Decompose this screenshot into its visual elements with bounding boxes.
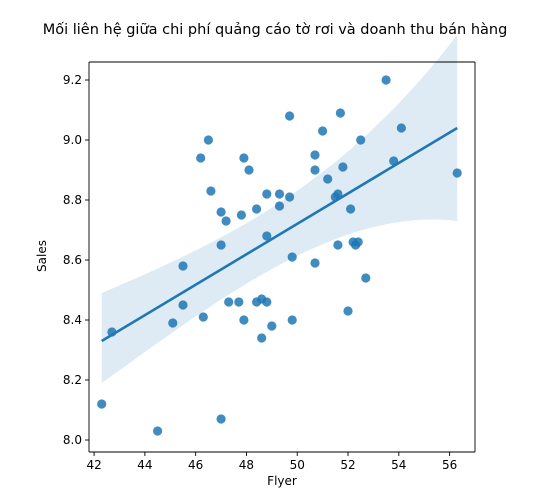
- y-axis-label: Sales: [35, 240, 49, 272]
- data-point: [97, 399, 107, 409]
- data-point: [262, 231, 272, 241]
- data-point: [221, 216, 231, 226]
- data-point: [353, 237, 363, 247]
- data-point: [257, 333, 267, 343]
- plot-area: [97, 35, 462, 436]
- data-point: [287, 315, 297, 325]
- data-point: [252, 204, 262, 214]
- data-point: [198, 312, 208, 322]
- data-point: [239, 315, 249, 325]
- x-tick-label: 42: [86, 458, 101, 472]
- axes: 42 44 46 48 50 52 54 56 8.0 8.2 8.4 8.6 8.8 9.0 9.2: [63, 61, 476, 472]
- y-tick-label: 8.8: [63, 193, 82, 207]
- y-tick-label: 8.0: [63, 433, 82, 447]
- data-point: [335, 108, 345, 118]
- data-point: [381, 75, 391, 85]
- data-point: [310, 258, 320, 268]
- y-tick-label: 8.4: [63, 313, 82, 327]
- data-point: [244, 165, 254, 175]
- data-point: [262, 189, 272, 199]
- y-tick-label: 9.2: [63, 73, 82, 87]
- data-point: [318, 126, 328, 136]
- data-point: [452, 168, 462, 178]
- data-point: [361, 273, 371, 283]
- data-point: [262, 297, 272, 307]
- data-point: [310, 165, 320, 175]
- y-tick-label: 8.2: [63, 373, 82, 387]
- data-point: [216, 240, 226, 250]
- x-tick-label: 44: [137, 458, 152, 472]
- data-point: [343, 306, 353, 316]
- data-point: [338, 162, 348, 172]
- data-point: [196, 153, 206, 163]
- x-axis-label: Flyer: [267, 474, 297, 488]
- regression-line: [101, 126, 458, 343]
- y-tick-label: 9.0: [63, 133, 82, 147]
- data-point: [206, 186, 216, 196]
- data-point: [285, 111, 295, 121]
- data-point: [310, 150, 320, 160]
- y-axis-ticks: 8.0 8.2 8.4 8.6 8.8 9.0 9.2: [63, 73, 89, 447]
- data-point: [285, 192, 295, 202]
- data-point: [216, 414, 226, 424]
- data-point: [239, 153, 249, 163]
- data-points: [97, 75, 462, 436]
- data-point: [178, 261, 188, 271]
- data-point: [333, 189, 343, 199]
- data-point: [236, 210, 246, 220]
- data-point: [274, 201, 285, 211]
- data-point: [396, 123, 406, 133]
- data-point: [323, 174, 333, 184]
- data-point: [234, 297, 244, 307]
- y-tick-label: 8.6: [63, 253, 82, 267]
- data-point: [267, 321, 277, 331]
- data-point: [203, 135, 213, 145]
- x-tick-label: 48: [239, 458, 254, 472]
- x-axis-ticks: 42 44 46 48 50 52 54 56: [86, 452, 457, 472]
- x-tick-label: 46: [188, 458, 203, 472]
- data-point: [168, 318, 178, 328]
- data-point: [216, 207, 226, 217]
- data-point: [346, 204, 356, 214]
- x-tick-label: 56: [442, 458, 457, 472]
- data-point: [356, 135, 366, 145]
- data-point: [274, 189, 285, 199]
- data-point: [333, 240, 343, 250]
- data-point: [224, 297, 234, 307]
- data-point: [153, 426, 163, 436]
- x-tick-label: 50: [290, 458, 305, 472]
- x-tick-label: 54: [391, 458, 406, 472]
- x-tick-label: 52: [340, 458, 355, 472]
- chart-title: Mối liên hệ giữa chi phí quảng cáo tờ rơ…: [43, 21, 508, 38]
- data-point: [178, 300, 188, 310]
- data-point: [287, 252, 297, 262]
